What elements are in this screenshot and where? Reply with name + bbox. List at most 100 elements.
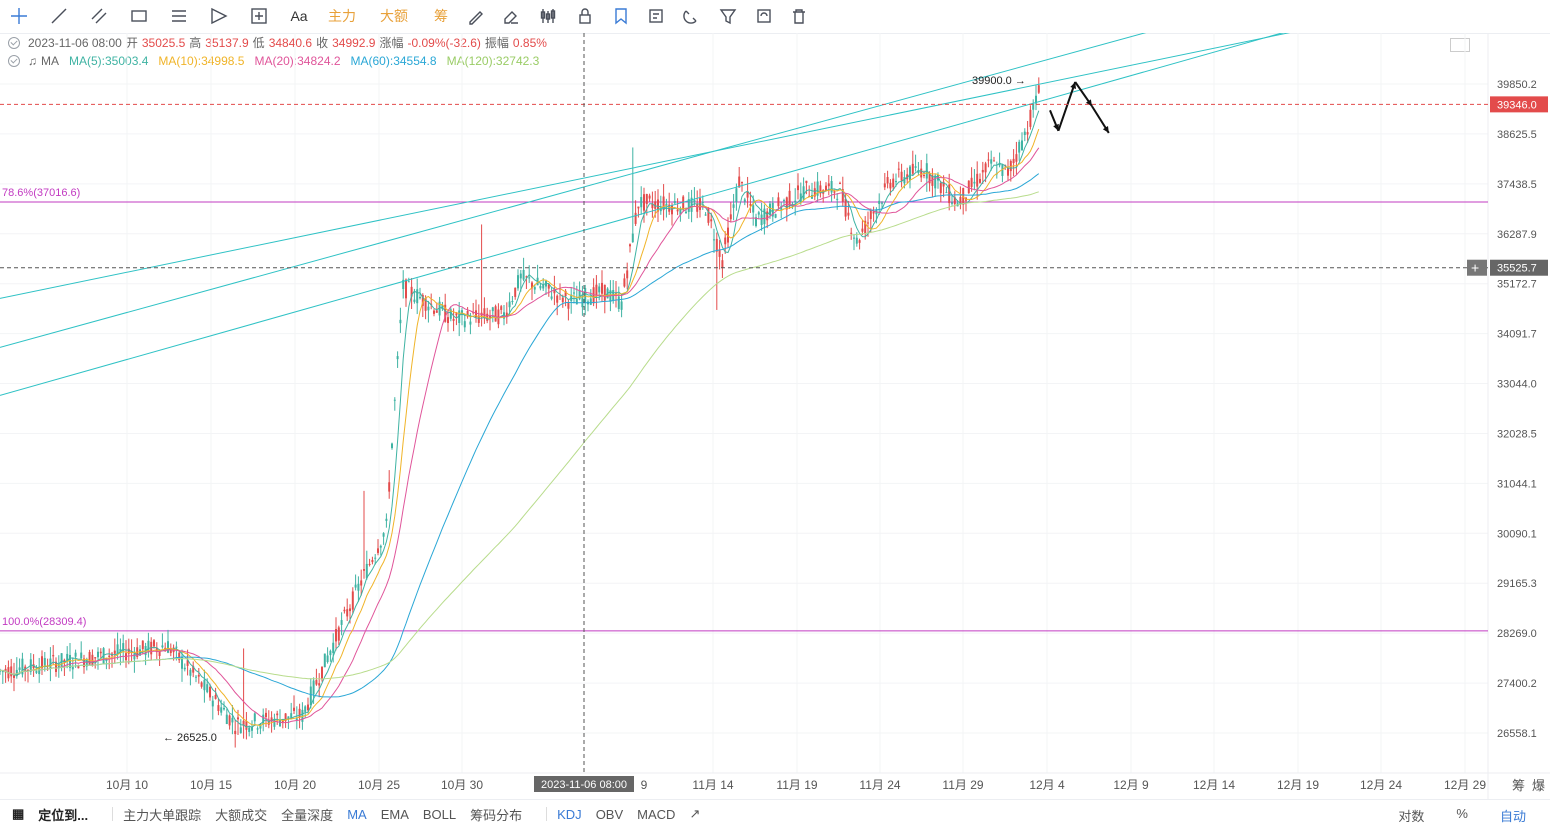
big-amount-button[interactable]: 大额 [380,8,408,24]
toggle-ma-visibility-icon[interactable] [8,55,20,67]
candle-body [701,201,704,204]
fit-screen-icon[interactable] [1450,38,1470,52]
price-tick-label: 27400.2 [1497,678,1537,690]
low-label: 低 [252,36,265,50]
main-force-tracking-button[interactable]: 主力大单跟踪 [123,807,202,823]
full-depth-button[interactable]: 全量深度 [281,807,334,823]
brush-icon[interactable] [465,5,487,27]
chips-button[interactable]: 筹 [434,8,448,24]
bell-icon[interactable]: ♫ [28,54,37,68]
eraser-icon[interactable] [500,5,522,27]
ma-button[interactable]: MA [347,806,367,822]
candle-body [332,642,335,654]
candle-body [35,671,38,673]
bookmark-icon[interactable] [610,5,632,27]
price-chart[interactable]: 78.6%(37016.6) 100.0%(28309.4) 39900.0 → ← … [0,33,1550,799]
candle-body [10,666,13,677]
locate-to-button[interactable]: 定位到... [38,807,89,823]
candle-body [788,190,791,207]
candle-body [237,717,239,720]
ma-label: MA [41,54,59,68]
candle-style-icon[interactable] [537,5,559,27]
axis-chip-label[interactable]: 筹 [1512,778,1525,793]
boll-button[interactable]: BOLL [422,806,457,822]
candle-body [447,317,449,324]
time-tick-label: 12月 24 [1360,778,1402,792]
candle-body [797,185,799,191]
external-link-icon[interactable]: ↗ [689,806,701,821]
kdj-button[interactable]: KDJ [557,806,582,822]
time-tick-label: 10月 15 [190,778,232,792]
sync-icon[interactable] [753,5,775,27]
candle-body [183,667,186,670]
candle-body [169,648,172,654]
candle-body [253,713,256,722]
candle-body [307,704,309,711]
toggle-visibility-icon[interactable] [8,37,20,49]
big-trade-button[interactable]: 大额成交 [215,807,268,823]
chip-distribution-button[interactable]: 筹码分布 [470,807,523,823]
percent-scale-button[interactable]: % [1456,806,1468,821]
magnet-icon[interactable] [680,5,702,27]
channel-line [0,33,1291,299]
rectangle-tool-icon[interactable] [128,5,150,27]
candle-body [802,186,805,200]
ma120-line [0,191,1039,680]
time-tick-label-partial: 9 [641,778,648,792]
trash-icon[interactable] [788,5,810,27]
candle-body [911,163,914,174]
ema-button[interactable]: EMA [380,806,409,822]
candle-body [265,712,267,718]
candle-body [662,196,665,211]
candle-body [38,667,41,675]
main-force-button[interactable]: 主力 [328,8,356,24]
pattern-tool-icon[interactable] [208,5,230,27]
candle-body [542,285,545,289]
candle-body [1037,85,1040,93]
candle-body [841,189,844,202]
log-scale-button[interactable]: 对数 [1398,809,1425,824]
candle-body [385,518,388,521]
filter-icon[interactable] [717,5,739,27]
time-tick-label: 10月 20 [274,778,316,792]
candle-body [589,298,592,305]
parallel-channel-tool-icon[interactable] [88,5,110,27]
candle-body [1035,95,1037,104]
auto-scale-button[interactable]: 自动 [1499,809,1526,824]
candle-body [214,695,217,699]
trend-line-tool-icon[interactable] [48,5,70,27]
ma10-line [0,128,1040,727]
candle-body [645,194,648,204]
measure-tool-icon[interactable] [248,5,270,27]
lock-icon[interactable] [574,5,596,27]
candle-body [108,655,111,657]
candle-body [970,177,973,187]
candle-body [18,667,21,670]
fibonacci-tool-icon[interactable] [168,5,190,27]
candle-body [993,160,995,162]
text-tool-button[interactable]: Aa [290,8,308,24]
candle-body [855,237,858,244]
candle-body [833,191,836,193]
candle-body [1009,160,1012,172]
candle-body [830,181,833,193]
axis-chip-label[interactable]: 爆 [1532,778,1545,793]
macd-button[interactable]: MACD [637,806,676,822]
candle-body [945,192,948,194]
candle-body [416,289,419,304]
obv-button[interactable]: OBV [595,806,624,822]
candle-body [52,655,55,657]
candle-body [766,211,769,221]
candle-body [785,197,788,210]
candle-body [869,210,872,220]
crosshair-tool-icon[interactable] [8,5,30,27]
candle-body [290,713,293,719]
candle-body [760,214,763,226]
calendar-icon[interactable]: ▦ [12,806,25,821]
candle-body [200,682,203,687]
candle-body [463,321,466,328]
candle-body [881,202,883,204]
note-icon[interactable] [645,5,667,27]
candle-body [363,569,365,571]
candle-body [421,294,424,306]
